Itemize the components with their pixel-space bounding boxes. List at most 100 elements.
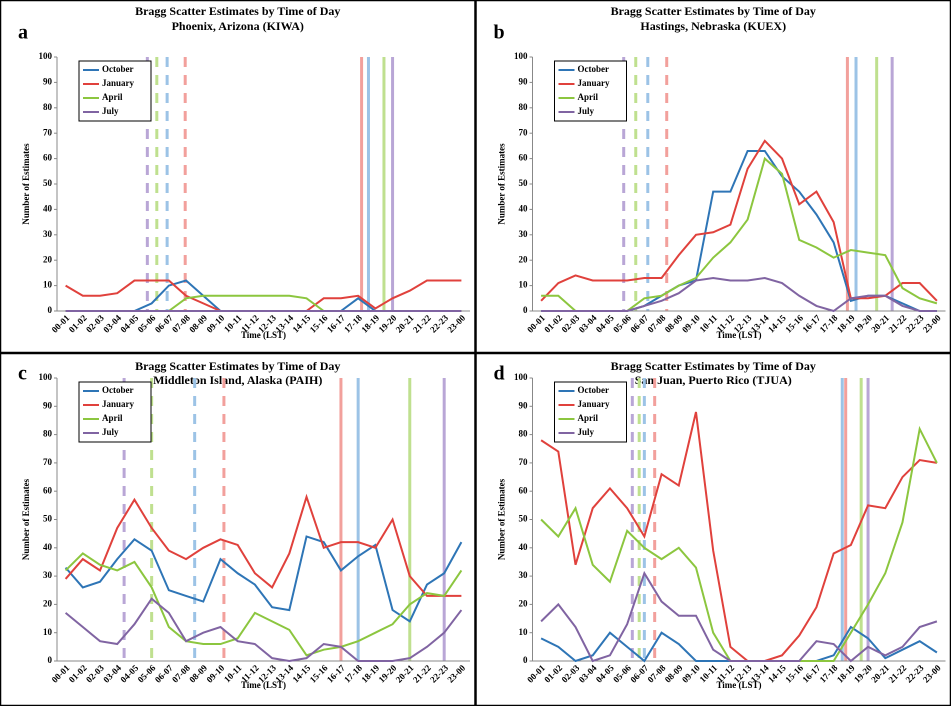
chart-title: Bragg Scatter Estimates by Time of Day <box>611 359 816 373</box>
y-tick-label: 40 <box>519 542 529 552</box>
x-tick-label: 19-20 <box>377 662 399 684</box>
legend-label: July <box>578 427 595 437</box>
x-tick-label: 20-21 <box>394 312 416 334</box>
x-tick-label: 07-08 <box>170 312 192 334</box>
x-tick-label: 09-10 <box>680 662 702 684</box>
y-axis-title: Number of Estimates <box>21 478 31 560</box>
x-tick-label: 06-07 <box>153 312 175 334</box>
y-tick-label: 0 <box>523 655 528 665</box>
series-line <box>540 570 938 663</box>
x-tick-label: 05-06 <box>136 662 158 684</box>
chart-panel: c Bragg Scatter Estimates by Time of DayM… <box>0 352 476 706</box>
series-line <box>64 597 463 663</box>
x-tick-label: 18-19 <box>359 662 381 684</box>
legend-label: April <box>578 413 599 423</box>
chart-subtitle: Middleton Island, Alaska (PAIH) <box>153 373 322 387</box>
x-tick-label: 21-22 <box>411 312 433 334</box>
x-axis-title: Time (LST) <box>716 680 761 690</box>
x-tick-label: 16-17 <box>325 312 347 334</box>
x-tick-label: 18-19 <box>835 312 857 334</box>
x-tick-label: 06-07 <box>628 312 650 334</box>
panel-letter: b <box>494 22 505 44</box>
x-tick-label: 09-10 <box>204 662 226 684</box>
x-tick-label: 22-23 <box>428 662 450 684</box>
legend-label: October <box>102 385 134 395</box>
x-tick-label: 09-10 <box>204 312 226 334</box>
x-tick-label: 20-21 <box>869 662 891 684</box>
y-tick-label: 10 <box>519 627 529 637</box>
y-axis-title: Number of Estimates <box>21 143 31 225</box>
y-tick-label: 100 <box>39 372 53 382</box>
x-tick-label: 00-01 <box>50 662 72 684</box>
x-tick-label: 03-04 <box>101 662 123 684</box>
x-tick-label: 05-06 <box>611 312 633 334</box>
panel-border <box>0 0 476 354</box>
x-tick-label: 00-01 <box>50 312 72 334</box>
x-tick-label: 22-23 <box>904 662 926 684</box>
chart-subtitle: Hastings, Nebraska (KUEX) <box>640 19 786 33</box>
panel-letter: c <box>18 363 27 385</box>
series-line <box>540 625 938 663</box>
x-tick-label: 01-02 <box>542 662 564 684</box>
x-tick-label: 08-09 <box>187 662 209 684</box>
series-line <box>540 139 938 302</box>
x-tick-label: 14-15 <box>766 312 788 334</box>
x-tick-label: 22-23 <box>428 312 450 334</box>
y-tick-label: 40 <box>43 542 53 552</box>
x-tick-label: 17-18 <box>818 312 840 334</box>
y-tick-label: 0 <box>523 305 528 315</box>
x-tick-label: 20-21 <box>394 662 416 684</box>
x-tick-label: 14-15 <box>290 662 312 684</box>
chart-panel: b Bragg Scatter Estimates by Time of DayH… <box>475 0 951 354</box>
y-tick-label: 30 <box>519 229 529 239</box>
y-tick-label: 70 <box>43 457 53 467</box>
x-tick-label: 19-20 <box>852 312 874 334</box>
legend-label: July <box>102 427 119 437</box>
x-tick-label: 07-08 <box>646 662 668 684</box>
y-tick-label: 10 <box>43 280 53 290</box>
y-tick-label: 30 <box>43 570 53 580</box>
panel-border <box>0 352 476 706</box>
y-tick-label: 60 <box>519 153 529 163</box>
x-tick-label: 07-08 <box>646 312 668 334</box>
x-tick-label: 23-00 <box>921 662 943 684</box>
y-tick-label: 100 <box>514 372 528 382</box>
x-tick-label: 14-15 <box>766 662 788 684</box>
y-tick-label: 30 <box>519 570 529 580</box>
x-tick-label: 04-05 <box>118 312 140 334</box>
x-tick-label: 09-10 <box>680 312 702 334</box>
x-tick-label: 16-17 <box>800 662 822 684</box>
y-tick-label: 100 <box>39 51 53 61</box>
x-axis-title: Time (LST) <box>716 330 761 340</box>
x-tick-label: 17-18 <box>342 312 364 334</box>
y-tick-label: 20 <box>43 254 53 264</box>
x-tick-label: 04-05 <box>594 312 616 334</box>
chart-panel: a Bragg Scatter Estimates by Time of DayP… <box>0 0 476 354</box>
x-tick-label: 17-18 <box>342 662 364 684</box>
legend-label: July <box>102 106 119 116</box>
chart-title: Bragg Scatter Estimates by Time of Day <box>135 4 340 18</box>
x-tick-label: 05-06 <box>611 662 633 684</box>
panel-letter: d <box>494 363 505 385</box>
series-line <box>541 276 937 313</box>
x-tick-label: 01-02 <box>542 312 564 334</box>
legend-label: October <box>102 64 134 74</box>
x-tick-label: 06-07 <box>628 662 650 684</box>
series-line <box>64 552 463 657</box>
x-tick-label: 18-19 <box>359 312 381 334</box>
x-tick-label: 21-22 <box>886 662 908 684</box>
y-tick-label: 70 <box>519 457 529 467</box>
x-tick-label: 22-23 <box>904 312 926 334</box>
y-tick-label: 90 <box>519 76 529 86</box>
x-tick-label: 08-09 <box>663 312 685 334</box>
panel-border <box>475 0 951 354</box>
x-tick-label: 16-17 <box>325 662 347 684</box>
x-tick-label: 07-08 <box>170 662 192 684</box>
series-line <box>64 535 463 623</box>
legend-label: July <box>578 106 595 116</box>
x-tick-label: 08-09 <box>187 312 209 334</box>
y-tick-label: 90 <box>519 400 529 410</box>
legend-label: October <box>578 64 610 74</box>
x-tick-label: 00-01 <box>525 662 547 684</box>
